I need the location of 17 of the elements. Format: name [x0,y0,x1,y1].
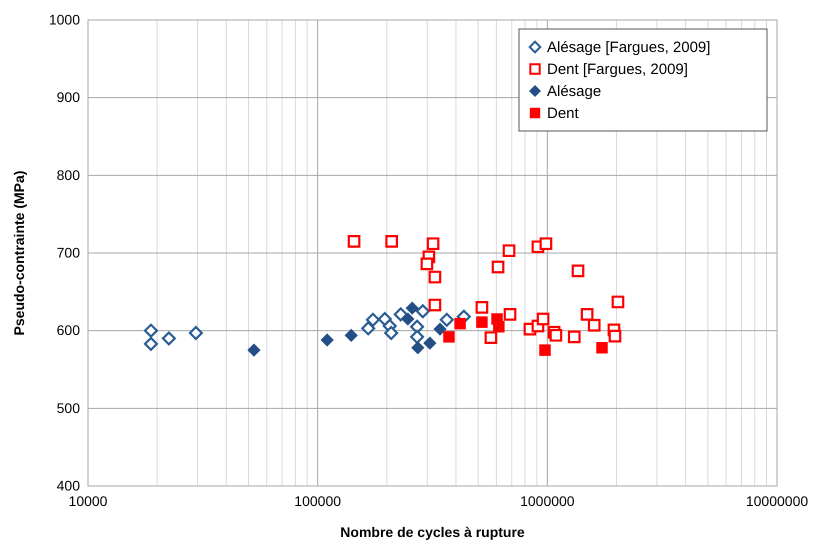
y-tick-label: 400 [56,477,80,494]
legend-label: Alésage [547,83,602,100]
y-tick-label: 600 [56,322,80,338]
y-tick-label: 800 [56,166,80,183]
y-tick-label: 500 [56,400,80,416]
x-tick-label: 1000000 [520,492,575,509]
legend-label: Dent [547,105,580,122]
y-axis-title: Pseudo-contrainte (MPa) [11,170,27,336]
y-tick-label: 700 [56,244,80,260]
x-axis-title: Nombre de cycles à rupture [340,524,525,540]
x-tick-label: 10000 [68,492,108,509]
legend-label: Alésage [Fargues, 2009] [547,39,710,56]
y-tick-label: 1000 [48,11,80,28]
legend-label: Dent [Fargues, 2009] [547,61,688,78]
y-tick-label: 900 [56,89,80,106]
x-tick-label: 10000000 [746,492,808,509]
x-tick-label: 100000 [294,492,342,509]
